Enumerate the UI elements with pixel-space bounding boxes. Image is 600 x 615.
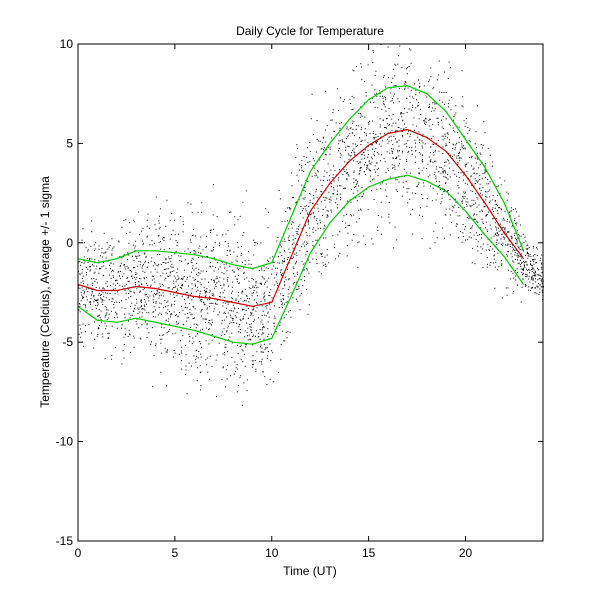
average-line bbox=[77, 128, 525, 308]
y-tick-label: -5 bbox=[62, 335, 73, 349]
chart-title: Daily Cycle for Temperature bbox=[236, 24, 384, 38]
y-tick-label: 0 bbox=[66, 236, 73, 250]
y-axis-label: Temperature (Celcius), Average +/- 1 sig… bbox=[38, 176, 52, 408]
upper-sigma-line bbox=[77, 85, 525, 270]
series-lines bbox=[77, 85, 525, 345]
scatter-dots bbox=[78, 44, 544, 406]
lower-sigma-line bbox=[77, 174, 525, 345]
x-tick-label: 0 bbox=[75, 546, 82, 560]
y-axis: -15 -10 -5 0 5 10 bbox=[56, 37, 543, 548]
scatter-points bbox=[78, 44, 544, 406]
x-tick-label: 10 bbox=[265, 546, 279, 560]
plot-frame bbox=[77, 43, 544, 542]
y-tick-label: 5 bbox=[66, 136, 73, 150]
x-tick-label: 15 bbox=[362, 546, 376, 560]
y-tick-label: 10 bbox=[60, 37, 74, 51]
x-tick-label: 20 bbox=[459, 546, 473, 560]
y-tick-label: -10 bbox=[56, 435, 74, 449]
y-tick-label: -15 bbox=[56, 534, 74, 548]
x-tick-label: 5 bbox=[172, 546, 179, 560]
x-axis-label: Time (UT) bbox=[283, 564, 337, 578]
x-axis: 0 5 10 15 20 bbox=[75, 44, 473, 560]
